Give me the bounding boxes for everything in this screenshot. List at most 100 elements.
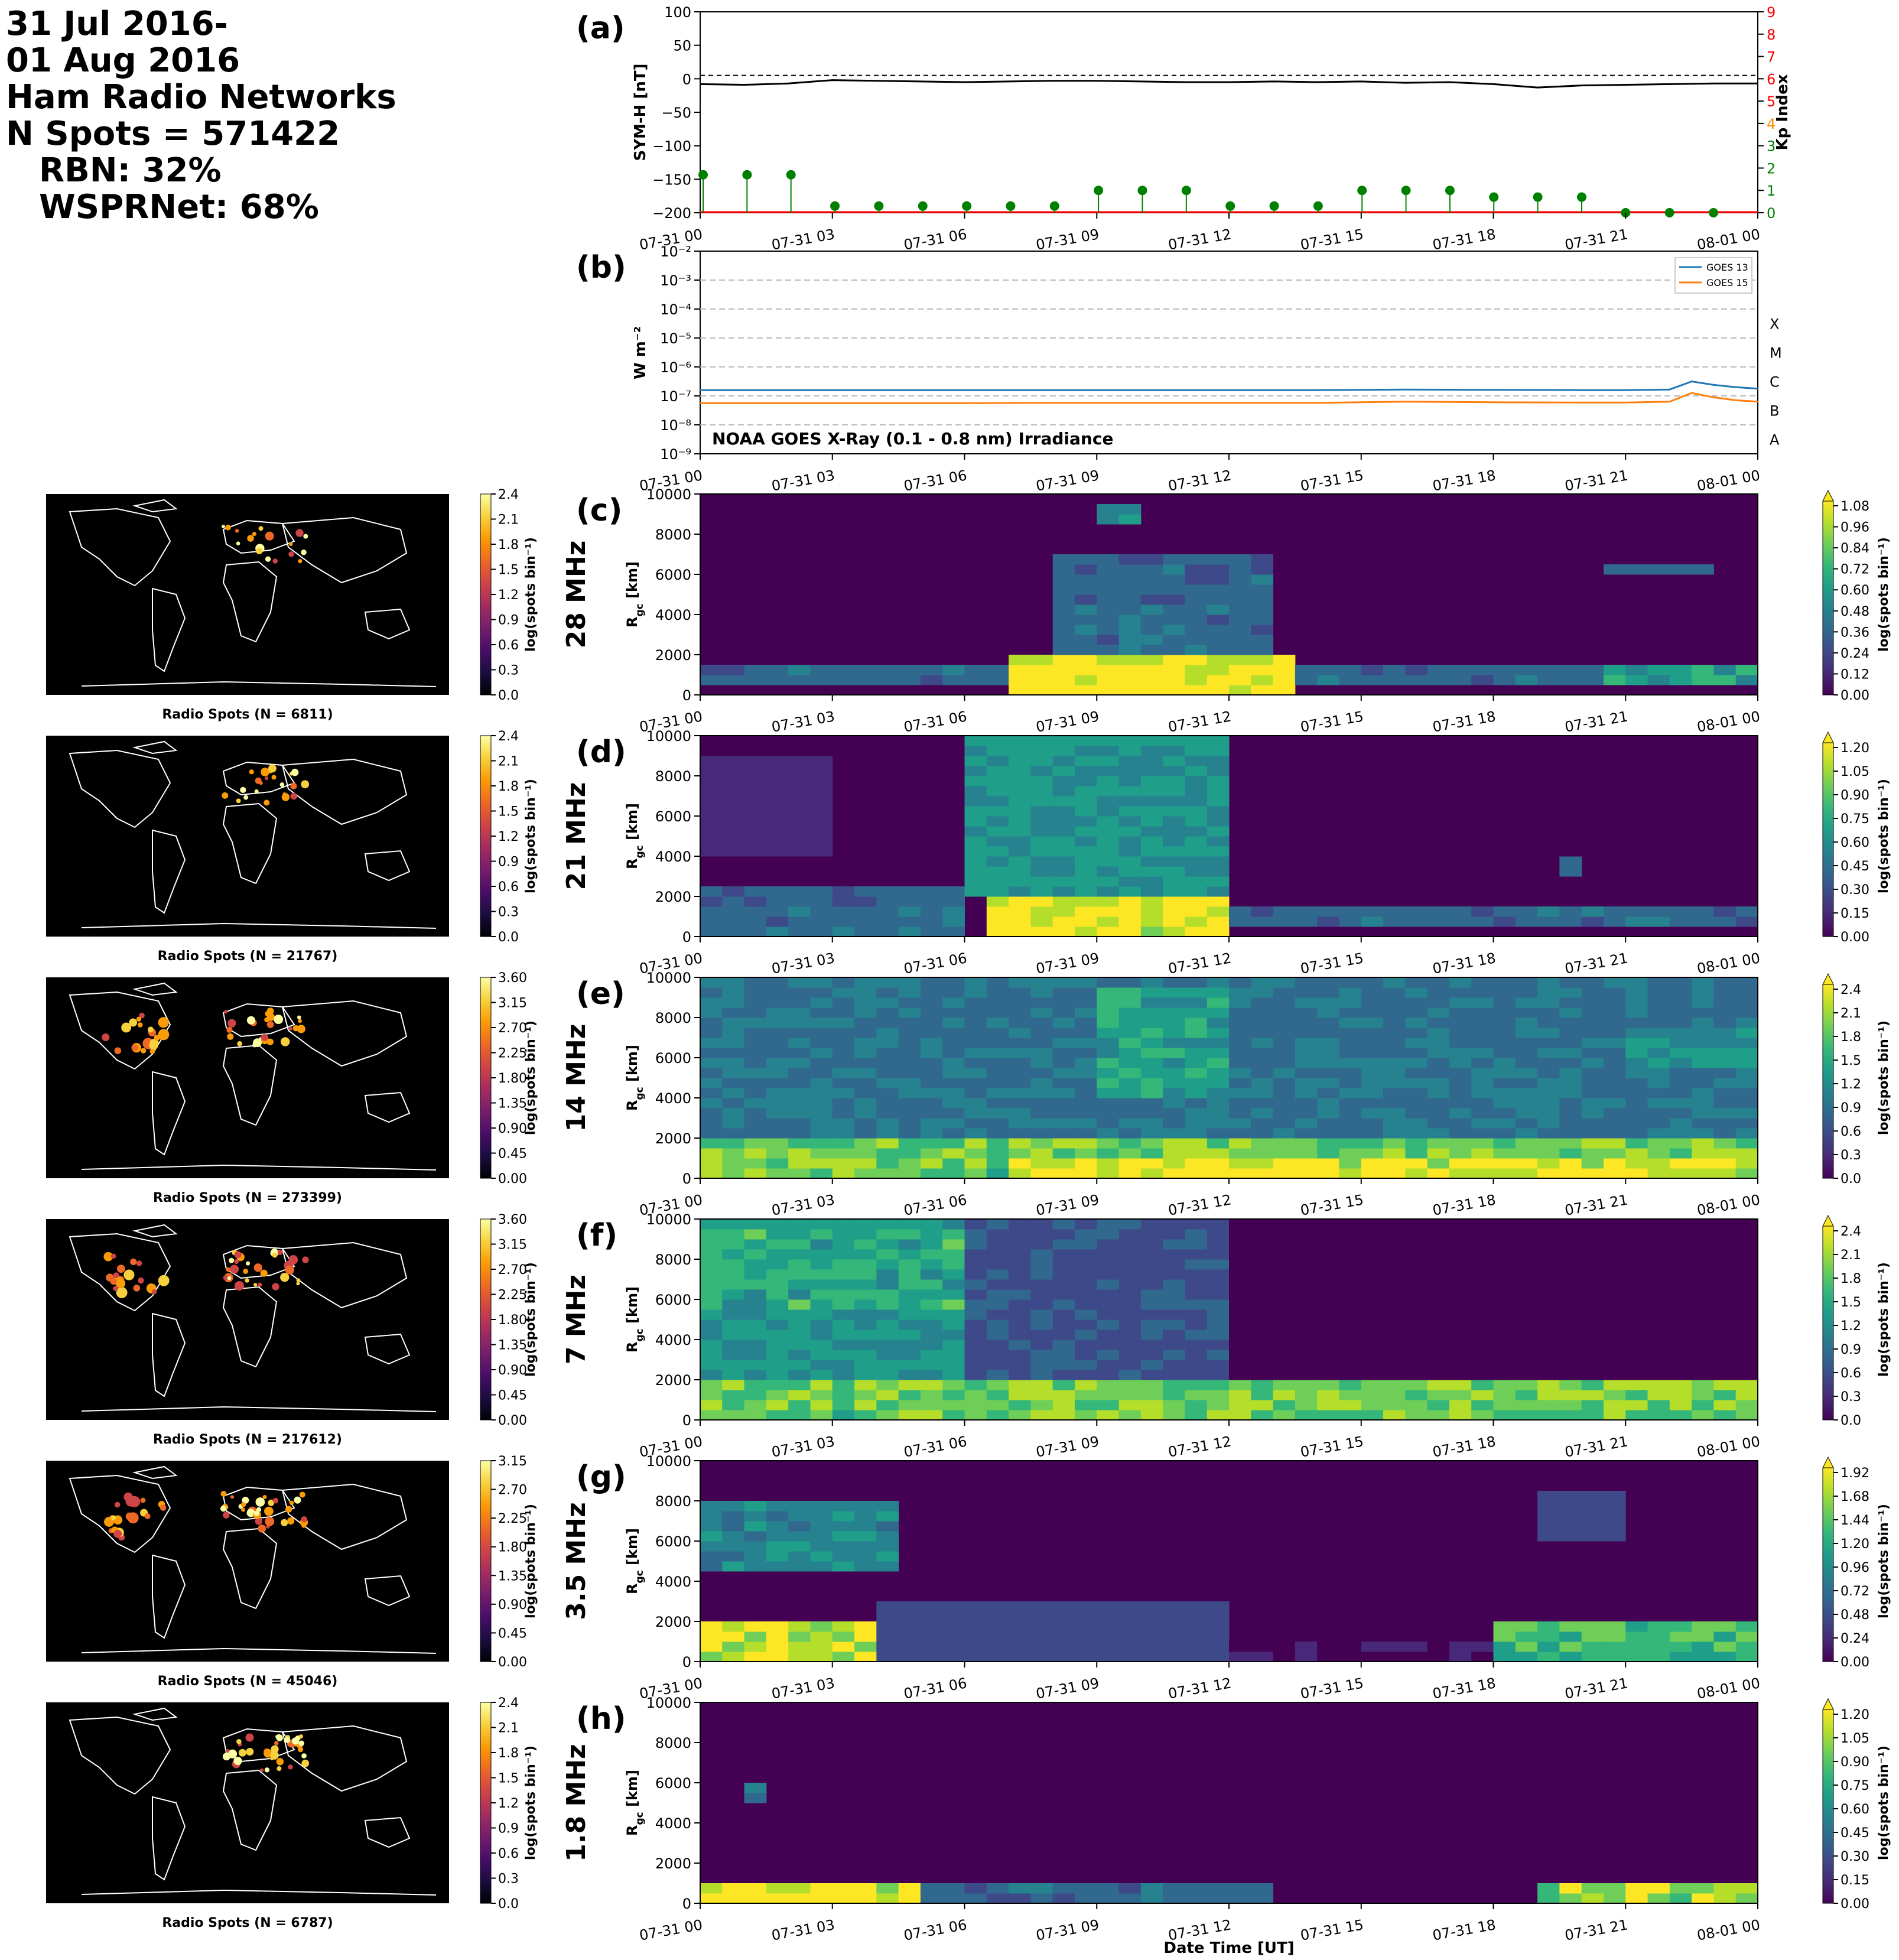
rti-cell bbox=[1603, 756, 1626, 766]
rti-cell bbox=[1097, 1219, 1120, 1230]
rti-cell bbox=[876, 1148, 899, 1159]
rti-cell bbox=[1207, 997, 1230, 1008]
rti-cell bbox=[1163, 564, 1185, 575]
rti-cell bbox=[832, 1108, 855, 1119]
rti-cell bbox=[1009, 1319, 1031, 1330]
rti-cell bbox=[1140, 1028, 1163, 1038]
rti-cell bbox=[1383, 1330, 1406, 1340]
rti-cell bbox=[1229, 1269, 1251, 1280]
x-axis-label: Date Time [UT] bbox=[1163, 1939, 1294, 1957]
rti-cell bbox=[1295, 1118, 1318, 1129]
rti-cell bbox=[1052, 1269, 1075, 1280]
rti-cell bbox=[1669, 766, 1692, 776]
rti-cell bbox=[1185, 886, 1208, 897]
rti-cell bbox=[1361, 1068, 1384, 1078]
rti-cell bbox=[1603, 1299, 1626, 1310]
rti-cell bbox=[1317, 1078, 1339, 1088]
rti-cell bbox=[1692, 1028, 1714, 1038]
rti-cell bbox=[1493, 1621, 1516, 1632]
rti-cell bbox=[1052, 1168, 1075, 1179]
coastline bbox=[152, 1796, 186, 1881]
rti-cell bbox=[1559, 1309, 1582, 1320]
rti-cell bbox=[876, 916, 899, 927]
rti-cell bbox=[876, 997, 899, 1008]
rti-cell bbox=[832, 1531, 855, 1542]
rti-cell bbox=[766, 1048, 789, 1058]
rti-cell bbox=[1383, 1018, 1406, 1028]
rti-cell bbox=[1185, 866, 1208, 877]
rti-cell bbox=[1317, 997, 1339, 1008]
rti-cell bbox=[1052, 1390, 1075, 1400]
rti-cell bbox=[942, 1239, 965, 1250]
rti-cell bbox=[1647, 977, 1670, 988]
rti-cell bbox=[832, 1309, 855, 1320]
rti-cell bbox=[986, 1642, 1009, 1652]
world-map bbox=[46, 1702, 449, 1903]
rti-cell bbox=[964, 766, 987, 776]
rti-cell bbox=[964, 1390, 987, 1400]
flare-class-label: X bbox=[1770, 316, 1779, 333]
rti-cell bbox=[1427, 1038, 1450, 1048]
rti-cell bbox=[1229, 655, 1251, 665]
spot-density-dot bbox=[287, 1517, 295, 1525]
rti-cell bbox=[1229, 675, 1251, 685]
rti-cell bbox=[1735, 665, 1758, 675]
rti-cell bbox=[1074, 1279, 1097, 1290]
rti-cell bbox=[832, 1370, 855, 1380]
rti-cell bbox=[898, 1078, 921, 1088]
rti-cell bbox=[1317, 786, 1339, 797]
rti-cell bbox=[1273, 1360, 1296, 1370]
rti-cell bbox=[1669, 1108, 1692, 1119]
rti-cell bbox=[1140, 1893, 1163, 1904]
rti-cell bbox=[832, 1229, 855, 1240]
y-tick-label: 2000 bbox=[655, 1130, 691, 1147]
rti-cell bbox=[1692, 1148, 1714, 1159]
rti-cell bbox=[722, 1642, 745, 1652]
rti-cell bbox=[1361, 1229, 1384, 1240]
rti-cell bbox=[1052, 1652, 1075, 1662]
rti-cell bbox=[1559, 977, 1582, 988]
rti-cell bbox=[876, 1410, 899, 1421]
rti-cell bbox=[920, 997, 943, 1008]
rti-cell bbox=[1207, 1168, 1230, 1179]
rti-cell bbox=[1317, 1128, 1339, 1139]
rbn-share: RBN: 32% bbox=[39, 151, 222, 190]
rti-cell bbox=[1383, 1148, 1406, 1159]
rti-cell bbox=[1515, 1390, 1538, 1400]
rti-cell bbox=[920, 1652, 943, 1662]
rti-cell bbox=[1097, 1239, 1120, 1250]
rti-cell bbox=[766, 1541, 789, 1552]
spot-density-dot bbox=[264, 1506, 274, 1516]
rti-cell bbox=[1427, 1058, 1450, 1068]
rti-cell bbox=[1074, 1068, 1097, 1078]
rti-cell bbox=[1140, 856, 1163, 867]
rti-cell bbox=[1207, 776, 1230, 786]
rti-cell bbox=[722, 1018, 745, 1028]
rti-cell bbox=[986, 1340, 1009, 1350]
spot-density-dot bbox=[298, 1019, 303, 1023]
y2-tick-label: 0 bbox=[1767, 205, 1776, 222]
colorbar-tick-label: 0.3 bbox=[498, 1872, 519, 1887]
rti-cell bbox=[1361, 1007, 1384, 1018]
rti-cell bbox=[1229, 1390, 1251, 1400]
rti-cell bbox=[1647, 1309, 1670, 1320]
rti-cell bbox=[744, 826, 767, 837]
rti-cell bbox=[1273, 1007, 1296, 1018]
rti-cell bbox=[1074, 625, 1097, 635]
rti-cell bbox=[788, 1309, 811, 1320]
x-tick-label: 07-31 06 bbox=[902, 1191, 968, 1218]
rti-cell bbox=[1713, 806, 1737, 817]
rti-cell bbox=[832, 977, 855, 988]
rti-cell bbox=[1097, 1229, 1120, 1240]
rti-cell bbox=[1273, 1289, 1296, 1300]
rti-cell bbox=[1449, 1229, 1472, 1240]
rti-cell bbox=[832, 1118, 855, 1129]
rti-cell bbox=[1030, 1028, 1053, 1038]
colorbar-tick-label: 0.30 bbox=[1841, 883, 1869, 898]
rti-cell bbox=[854, 1511, 877, 1522]
rti-cell bbox=[1669, 756, 1692, 766]
rti-cell bbox=[876, 1601, 899, 1612]
rti-cell bbox=[1735, 1018, 1758, 1028]
spot-density-dot bbox=[285, 1265, 294, 1275]
rti-cell bbox=[1471, 1038, 1494, 1048]
